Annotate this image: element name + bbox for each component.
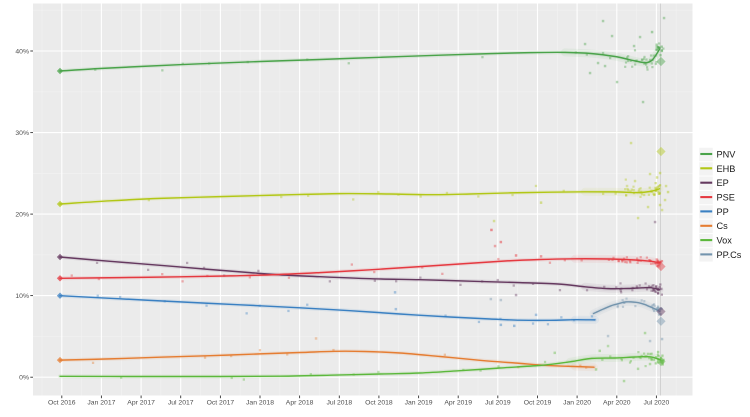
svg-text:PSE: PSE (717, 193, 735, 203)
svg-text:PP.Cs: PP.Cs (717, 250, 742, 260)
svg-text:Jul 2018: Jul 2018 (326, 400, 352, 407)
svg-text:Jan 2018: Jan 2018 (246, 400, 274, 407)
svg-text:0%: 0% (19, 375, 29, 382)
svg-text:20%: 20% (15, 212, 29, 219)
svg-text:Vox: Vox (717, 236, 733, 246)
svg-text:PP: PP (717, 207, 729, 217)
svg-text:EHB: EHB (717, 164, 736, 174)
svg-text:Jul 2020: Jul 2020 (644, 400, 670, 407)
svg-text:Oct 2019: Oct 2019 (524, 400, 552, 407)
svg-text:Apr 2019: Apr 2019 (444, 400, 472, 407)
svg-text:Jul 2019: Jul 2019 (485, 400, 511, 407)
svg-text:40%: 40% (15, 49, 29, 56)
svg-text:Cs: Cs (717, 221, 729, 231)
svg-text:Oct 2016: Oct 2016 (48, 400, 76, 407)
svg-text:30%: 30% (15, 130, 29, 137)
svg-text:PNV: PNV (717, 149, 737, 159)
svg-text:Jul 2017: Jul 2017 (168, 400, 194, 407)
svg-text:Jan 2020: Jan 2020 (563, 400, 591, 407)
svg-text:Oct 2018: Oct 2018 (365, 400, 393, 407)
svg-text:Jan 2019: Jan 2019 (405, 400, 433, 407)
svg-text:Jan 2017: Jan 2017 (87, 400, 115, 407)
svg-text:EP: EP (717, 178, 729, 188)
svg-text:Apr 2020: Apr 2020 (603, 400, 631, 407)
svg-text:Oct 2017: Oct 2017 (207, 400, 235, 407)
svg-text:Apr 2017: Apr 2017 (127, 400, 155, 407)
svg-text:Apr 2018: Apr 2018 (286, 400, 314, 407)
svg-text:10%: 10% (15, 293, 29, 300)
